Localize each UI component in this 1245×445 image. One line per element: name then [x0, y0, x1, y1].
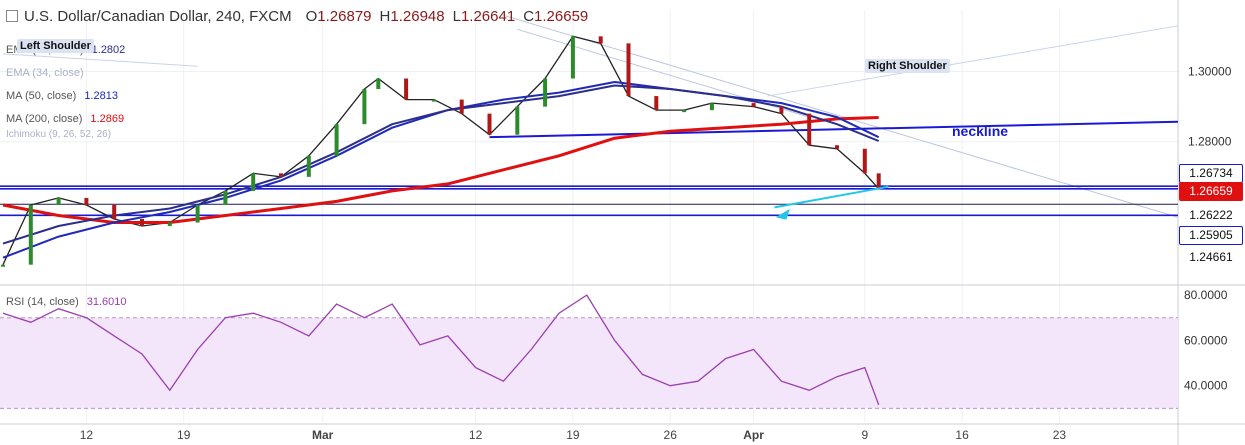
price-candle: [598, 36, 603, 44]
low-label: L: [452, 7, 461, 25]
rsi-label: RSI (14, close): [6, 296, 79, 308]
right-shoulder-tag[interactable]: Right Shoulder: [865, 59, 950, 73]
legend-ma50-value: 1.2813: [84, 90, 118, 102]
fan-line: [2, 53, 198, 67]
neckline-trendline: [489, 120, 1179, 139]
legend-ichimoku-label: Ichimoku (9, 26, 52, 26): [6, 129, 112, 140]
price-candle: [431, 99, 436, 102]
price-candle: [167, 222, 172, 227]
price-label-1: 1.26734: [1179, 164, 1243, 183]
price-candle: [195, 204, 200, 223]
price-candle: [362, 89, 367, 125]
x-tick-label: 12: [80, 428, 94, 442]
price-candle: [376, 78, 381, 90]
price-candle: [334, 124, 339, 156]
price-label-current: 1.26659: [1179, 182, 1243, 201]
legend-ma50-label: MA (50, close): [6, 90, 77, 102]
legend-ma200-value: 1.2869: [90, 113, 125, 125]
price-candle: [751, 103, 756, 107]
price-label-2: 1.26222: [1179, 206, 1243, 225]
legend-ema34-label: EMA (34, close): [6, 67, 84, 79]
legend-ichimoku[interactable]: Ichimoku (9, 26, 52, 26): [6, 129, 111, 140]
projection-arrowhead: [775, 208, 790, 220]
price-candle: [626, 43, 631, 97]
price-candle: [682, 110, 687, 113]
price-candle: [835, 145, 839, 149]
close-value: 1.26659: [534, 7, 589, 25]
y-tick-label: 1.30000: [1188, 64, 1232, 78]
rsi-tick-label: 40.0000: [1184, 379, 1228, 393]
price-candle: [140, 219, 144, 227]
low-value: 1.26641: [460, 7, 516, 25]
projection-arrow: [774, 185, 889, 209]
rsi-value: 31.6010: [86, 296, 127, 308]
price-candle: [56, 197, 61, 205]
collapse-square-icon[interactable]: [6, 10, 18, 22]
x-tick-label: 19: [177, 428, 191, 442]
price-candle: [876, 173, 881, 189]
high-label: H: [379, 7, 391, 25]
open-value: 1.26879: [317, 7, 372, 25]
price-candle: [279, 173, 283, 177]
price-candle: [223, 190, 228, 205]
x-tick-label: 23: [1053, 428, 1067, 442]
price-label-3: 1.25905: [1179, 226, 1243, 245]
y-tick-label: 1.28000: [1188, 135, 1232, 149]
price-candle: [515, 106, 520, 135]
high-value: 1.26948: [390, 7, 445, 25]
price-candle: [862, 148, 867, 174]
x-tick-label: 12: [469, 428, 483, 442]
price-candle: [654, 96, 659, 111]
rsi-band: [0, 317, 1178, 409]
rsi-tick-label: 80.0000: [1184, 288, 1228, 302]
price-candle: [807, 113, 812, 146]
moving-average-line: [2, 81, 880, 259]
ohlc-header: U.S. Dollar/Canadian Dollar, 240, FXCM O…: [0, 2, 588, 30]
legend-ma200[interactable]: MA (200, close) 1.2869: [6, 113, 124, 125]
fan-line: [767, 25, 1179, 97]
x-tick-label: 19: [566, 428, 580, 442]
price-candle: [404, 78, 409, 100]
x-tick-label: 16: [955, 428, 969, 442]
price-candle: [306, 155, 311, 177]
price-candle: [251, 173, 256, 191]
price-candle: [84, 197, 89, 205]
price-candle: [543, 78, 548, 107]
price-candle: [487, 113, 492, 135]
rsi-legend[interactable]: RSI (14, close) 31.6010: [6, 296, 127, 308]
symbol-title: U.S. Dollar/Canadian Dollar, 240, FXCM: [24, 7, 292, 25]
price-candle: [709, 103, 714, 111]
price-candle: [112, 204, 117, 220]
rsi-line: [2, 294, 880, 406]
moving-average-line: [2, 116, 879, 224]
x-tick-label: 26: [664, 428, 678, 442]
legend-ema55-value: 1.2802: [91, 44, 126, 56]
price-candle: [570, 36, 575, 79]
price-line: [2, 35, 880, 265]
x-tick-label: 9: [861, 428, 868, 442]
legend-ema34[interactable]: EMA (34, close): [6, 67, 84, 79]
fan-line: [503, 14, 1179, 218]
legend-ma50[interactable]: MA (50, close) 1.2813: [6, 90, 118, 102]
open-label: O: [305, 7, 318, 25]
left-shoulder-tag[interactable]: Left Shoulder: [17, 39, 94, 53]
price-candle: [1, 264, 5, 267]
price-candle: [779, 106, 784, 114]
close-label: C: [523, 7, 535, 25]
rsi-tick-label: 60.0000: [1184, 333, 1228, 347]
price-candle: [28, 204, 33, 265]
moving-average-line: [2, 84, 880, 245]
x-tick-label: Apr: [743, 428, 764, 442]
neckline-label[interactable]: neckline: [952, 123, 1009, 139]
legend-ma200-label: MA (200, close): [6, 113, 83, 125]
x-tick-label: Mar: [312, 428, 334, 442]
price-candle: [459, 99, 464, 114]
price-label-4: 1.24661: [1179, 248, 1243, 267]
